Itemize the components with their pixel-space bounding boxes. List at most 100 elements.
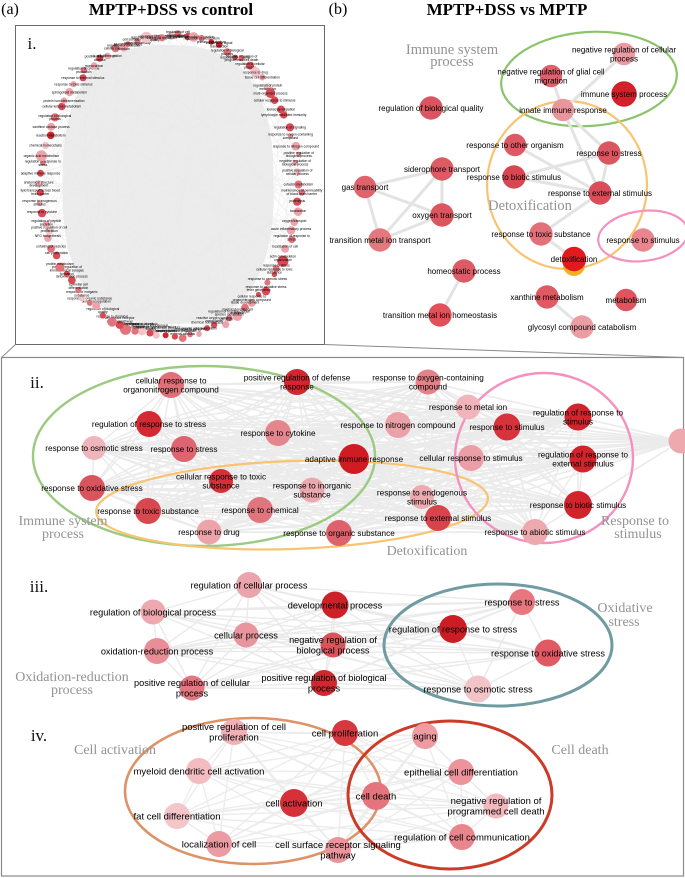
svg-text:cellular response to toxic: cellular response to toxic — [256, 267, 293, 271]
svg-text:response to osmotic stress: response to osmotic stress — [423, 684, 533, 694]
svg-text:anatomical structure: anatomical structure — [24, 180, 54, 184]
svg-text:migration: migration — [535, 77, 568, 86]
svg-text:stimulus: stimulus — [34, 202, 46, 206]
svg-text:positive regulation of defense: positive regulation of defense — [244, 373, 351, 382]
svg-text:aging: aging — [413, 731, 436, 742]
svg-text:protein metabolism: protein metabolism — [46, 262, 74, 266]
svg-text:chemical homeostasis: chemical homeostasis — [29, 144, 62, 148]
svg-text:localization: localization — [290, 209, 306, 213]
svg-text:regulation of metabolism: regulation of metabolism — [184, 36, 220, 40]
svg-text:response to endogenous: response to endogenous — [377, 488, 467, 497]
svg-text:epithelial cell: epithelial cell — [69, 282, 88, 286]
svg-text:response to stress: response to stress — [484, 597, 559, 607]
svg-text:negative regulation of: negative regulation of — [289, 635, 377, 645]
svg-text:transition metal ion homeostas: transition metal ion homeostasis — [383, 311, 497, 320]
svg-text:substance: substance — [74, 294, 89, 298]
svg-text:compound: compound — [409, 383, 448, 392]
svg-text:regulation of response to: regulation of response to — [274, 234, 310, 238]
svg-text:proliferation: proliferation — [209, 733, 259, 744]
svg-text:response to stimulus: response to stimulus — [606, 236, 679, 245]
svg-text:immune system process: immune system process — [581, 90, 667, 99]
svg-text:innate immune response: innate immune response — [519, 106, 607, 115]
svg-text:substance: substance — [134, 325, 149, 329]
svg-text:response to other organism: response to other organism — [466, 141, 564, 150]
svg-text:fever generation: fever generation — [247, 288, 271, 292]
svg-text:regulation of response to stre: regulation of response to stress — [92, 420, 206, 429]
svg-text:regulation of biological: regulation of biological — [38, 114, 71, 118]
svg-text:process: process — [42, 527, 84, 542]
svg-text:cell death: cell death — [356, 791, 397, 802]
svg-text:biological regulation: biological regulation — [82, 299, 111, 303]
svg-text:(a): (a) — [1, 1, 19, 18]
svg-text:process: process — [176, 688, 209, 698]
svg-text:cofactor metabolism: cofactor metabolism — [284, 183, 314, 187]
svg-text:cell surface receptor: cell surface receptor — [123, 38, 154, 42]
svg-text:response to exogenous: response to exogenous — [22, 199, 57, 203]
svg-text:quality: quality — [98, 310, 108, 314]
svg-text:quality: quality — [150, 38, 160, 42]
svg-text:response to abiotic stimulus: response to abiotic stimulus — [484, 528, 585, 537]
svg-text:substance: substance — [293, 491, 331, 500]
svg-text:response to chemical: response to chemical — [97, 315, 128, 319]
svg-text:myeloid dendritic cell: myeloid dendritic cell — [222, 308, 253, 312]
svg-text:positive regulation of: positive regulation of — [52, 265, 82, 269]
svg-text:maintenance of permeability: maintenance of permeability — [281, 189, 323, 193]
svg-text:response to osmotic stress: response to osmotic stress — [248, 277, 288, 281]
svg-text:substance: substance — [267, 271, 282, 275]
svg-text:response to endogenous: response to endogenous — [132, 323, 169, 327]
svg-text:regulation of cytokine: regulation of cytokine — [68, 67, 99, 71]
svg-text:communication: communication — [167, 34, 189, 38]
svg-text:regulation of cell communicati: regulation of cell communication — [394, 832, 530, 843]
svg-text:immunological synapse: immunological synapse — [50, 269, 84, 273]
svg-text:response to external stimulus: response to external stimulus — [62, 76, 105, 80]
svg-text:cell death: cell death — [219, 317, 233, 321]
svg-text:stress: stress — [287, 237, 296, 241]
svg-text:process: process — [610, 55, 638, 64]
svg-text:cellular process: cellular process — [214, 630, 278, 640]
svg-text:regulation of protein: regulation of protein — [253, 83, 282, 87]
svg-text:cell surface receptor signalin: cell surface receptor signaling — [275, 840, 401, 851]
svg-text:species metabolism: species metabolism — [215, 313, 244, 317]
svg-text:MCP biosynthesis: MCP biosynthesis — [112, 322, 139, 326]
svg-text:gas transport: gas transport — [342, 183, 389, 192]
svg-text:response to oxygen-containing: response to oxygen-containing — [268, 133, 313, 137]
svg-text:cellular response to toxic: cellular response to toxic — [176, 472, 266, 481]
svg-text:response to chemical: response to chemical — [131, 36, 162, 40]
svg-text:stimulus: stimulus — [407, 498, 437, 507]
svg-text:Detoxification: Detoxification — [488, 198, 573, 214]
svg-text:response to toxic stimulus: response to toxic stimulus — [55, 82, 93, 86]
svg-text:cellular process: cellular process — [104, 47, 127, 51]
svg-text:lipid transport across blood: lipid transport across blood — [21, 189, 61, 193]
svg-text:signaling pathway: signaling pathway — [107, 319, 134, 323]
svg-text:response to osmotic stress: response to osmotic stress — [45, 444, 142, 453]
svg-text:response to cytokine: response to cytokine — [27, 210, 57, 214]
svg-text:multi-organism process: multi-organism process — [253, 91, 287, 95]
svg-text:function: function — [118, 47, 130, 51]
svg-text:cellular response to stimulus: cellular response to stimulus — [254, 98, 296, 102]
svg-text:development: development — [156, 329, 175, 333]
svg-text:cellular process: cellular process — [286, 172, 309, 176]
svg-text:response to cytokine: response to cytokine — [240, 429, 316, 438]
svg-text:cell proliferation: cell proliferation — [312, 728, 379, 739]
svg-text:organonitrogen compound: organonitrogen compound — [233, 298, 272, 302]
svg-text:defense: defense — [94, 58, 106, 62]
svg-text:adaptive immune response: adaptive immune response — [21, 172, 61, 176]
svg-text:cell proliferation: cell proliferation — [45, 251, 68, 255]
svg-text:signaling pathway: signaling pathway — [124, 41, 151, 45]
svg-text:epithelial cell differentiatio: epithelial cell differentiation — [404, 767, 518, 778]
svg-text:proliferation: proliferation — [41, 229, 58, 233]
svg-text:biological regulation: biological regulation — [147, 36, 176, 40]
svg-text:regulation of biological: regulation of biological — [138, 34, 171, 38]
svg-text:response to stimulus: response to stimulus — [469, 423, 544, 432]
svg-text:chemical homeostasis: chemical homeostasis — [191, 321, 224, 325]
svg-text:positive regulation of cell: positive regulation of cell — [117, 322, 153, 326]
svg-text:localization of cell: localization of cell — [182, 839, 256, 850]
svg-text:cellular response to: cellular response to — [136, 376, 207, 385]
svg-text:transduction: transduction — [210, 44, 228, 48]
svg-text:response to nitrogen compound: response to nitrogen compound — [340, 421, 456, 430]
svg-text:reaction metabolism: reaction metabolism — [36, 134, 66, 138]
svg-text:metabolism: metabolism — [259, 87, 276, 91]
svg-text:cell activation: cell activation — [265, 798, 322, 809]
svg-text:sphingolipid metabolism: sphingolipid metabolism — [52, 90, 87, 94]
svg-text:regulation of response to: regulation of response to — [538, 450, 629, 459]
